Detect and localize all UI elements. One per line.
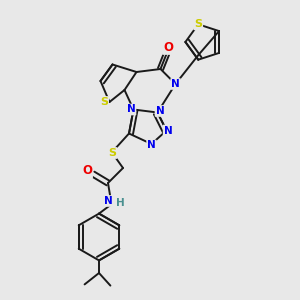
Text: N: N	[155, 106, 164, 116]
Text: O: O	[163, 41, 173, 54]
Text: H: H	[116, 197, 125, 208]
Text: O: O	[82, 164, 92, 178]
Text: S: S	[109, 148, 116, 158]
Text: S: S	[100, 97, 108, 107]
Text: N: N	[171, 79, 180, 89]
Text: N: N	[147, 140, 156, 151]
Text: N: N	[103, 196, 112, 206]
Text: N: N	[164, 125, 172, 136]
Text: N: N	[127, 104, 136, 115]
Text: S: S	[194, 19, 202, 29]
